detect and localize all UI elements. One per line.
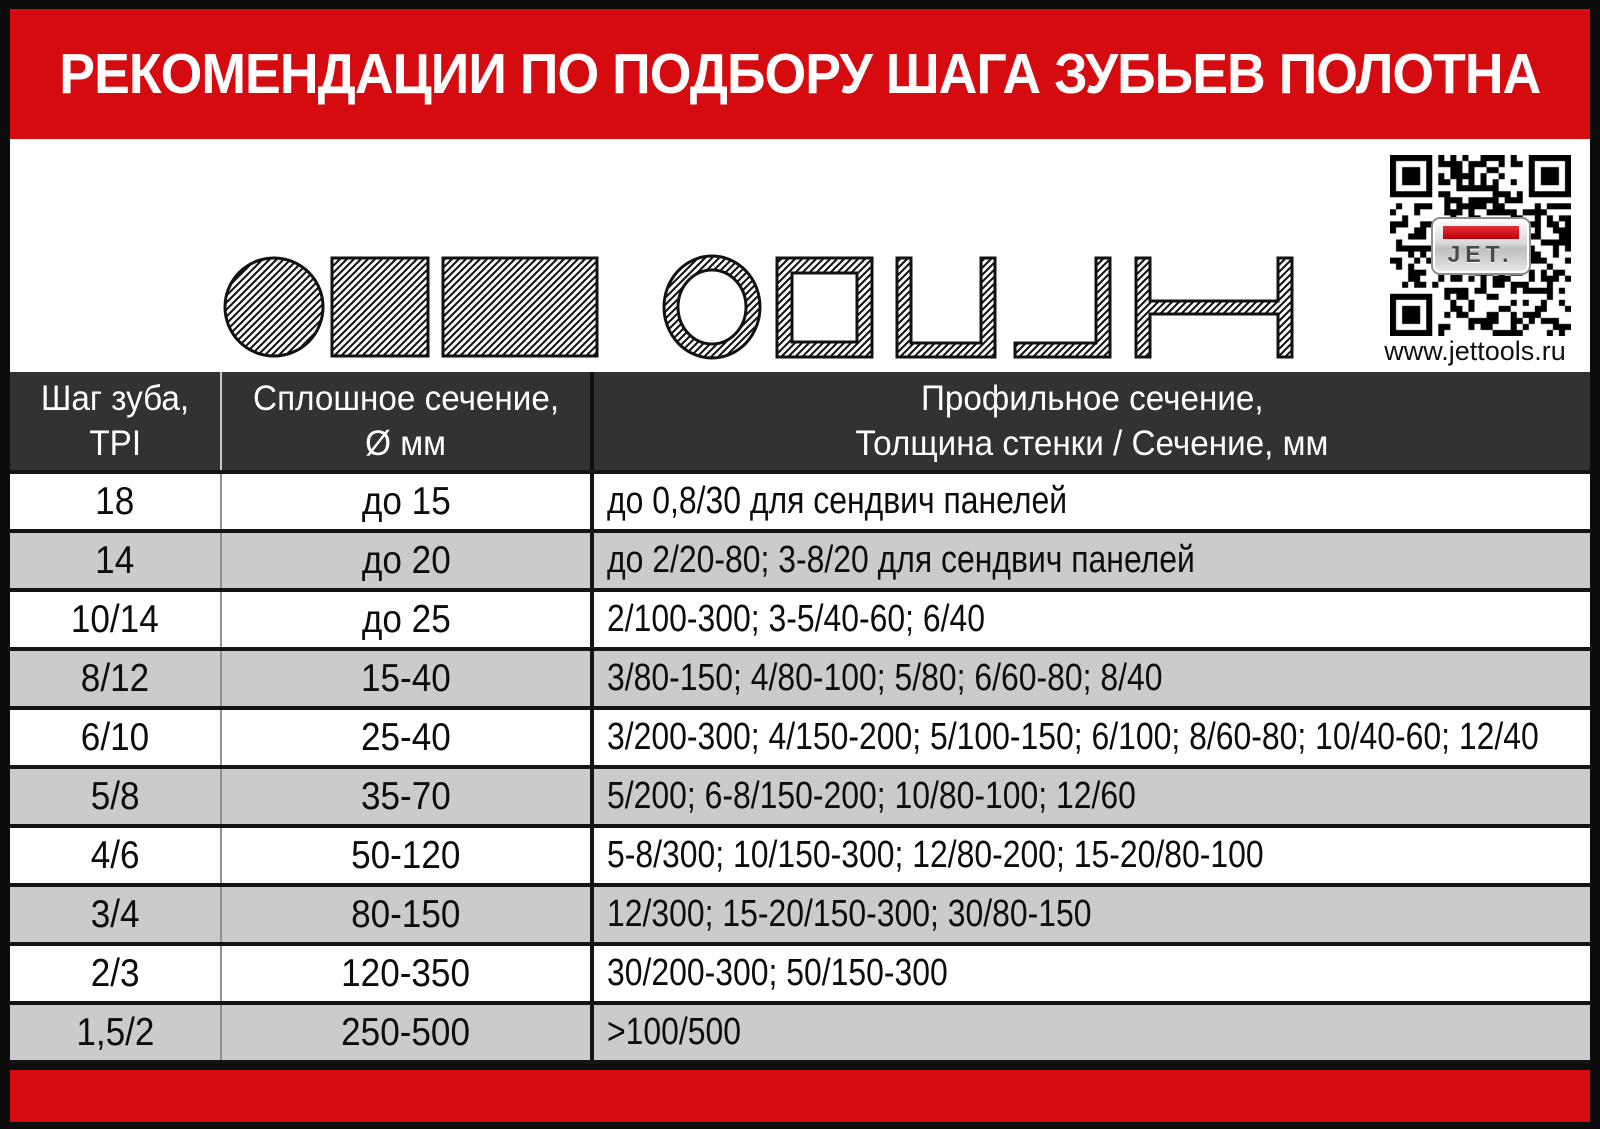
cell-tpi: 18	[10, 474, 222, 529]
table-row: 10/14 до 25 2/100-300; 3-5/40-60; 6/40	[10, 588, 1590, 647]
cell-tpi: 6/10	[10, 710, 222, 765]
table-row: 8/12 15-40 3/80-150; 4/80-100; 5/80; 6/6…	[10, 647, 1590, 706]
solid-circle-shape	[223, 256, 325, 358]
table-row: 1,5/2 250-500 >100/500	[10, 1001, 1590, 1060]
cell-profile-section: 5/200; 6-8/150-200; 10/80-100; 12/60	[607, 775, 1136, 817]
section-shapes-illustration	[223, 254, 1294, 360]
cell-solid-section: 120-350	[222, 946, 594, 1001]
table-row: 14 до 20 до 2/20-80; 3-8/20 для сендвич …	[10, 529, 1590, 588]
square-tube-shape	[775, 256, 874, 359]
cell-profile-section: 3/200-300; 4/150-200; 5/100-150; 6/100; …	[607, 716, 1539, 758]
cell-profile-section: 5-8/300; 10/150-300; 12/80-200; 15-20/80…	[607, 834, 1264, 876]
table-row: 5/8 35-70 5/200; 6-8/150-200; 10/80-100;…	[10, 765, 1590, 824]
jet-logo-red-bar	[1442, 225, 1519, 239]
angle-shape	[1013, 256, 1112, 359]
table-row: 3/4 80-150 12/300; 15-20/150-300; 30/80-…	[10, 883, 1590, 942]
cell-tpi: 1,5/2	[10, 1005, 222, 1060]
header-col-solid-section: Сплошное сечение, Ø мм	[222, 372, 594, 470]
cell-tpi: 10/14	[10, 592, 222, 647]
i-beam-shape	[1134, 256, 1294, 359]
cell-solid-section: 80-150	[222, 887, 594, 942]
cell-profile-section: 30/200-300; 50/150-300	[607, 952, 948, 994]
cell-profile-section: 3/80-150; 4/80-100; 5/80; 6/60-80; 8/40	[607, 657, 1163, 699]
cell-profile-section: 12/300; 15-20/150-300; 30/80-150	[607, 893, 1092, 935]
table-header-row: Шаг зуба, TPI Сплошное сечение, Ø мм Про…	[10, 372, 1590, 470]
solid-rectangle-shape	[441, 256, 599, 358]
table-row: 2/3 120-350 30/200-300; 50/150-300	[10, 942, 1590, 1001]
header-col-tpi: Шаг зуба, TPI	[10, 372, 222, 470]
cell-tpi: 3/4	[10, 887, 222, 942]
cell-profile-section: до 0,8/30 для сендвич панелей	[607, 480, 1068, 522]
illustration-band: JET. www.jettools.ru	[10, 139, 1590, 372]
title-band: РЕКОМЕНДАЦИИ ПО ПОДБОРУ ШАГА ЗУБЬЕВ ПОЛО…	[10, 9, 1590, 139]
cell-profile-section: до 2/20-80; 3-8/20 для сендвич панелей	[607, 539, 1195, 581]
tpi-table: Шаг зуба, TPI Сплошное сечение, Ø мм Про…	[10, 372, 1590, 1064]
pipe-shape	[662, 254, 762, 360]
cell-tpi: 8/12	[10, 651, 222, 706]
cell-solid-section: до 15	[222, 474, 594, 529]
page-title: РЕКОМЕНДАЦИИ ПО ПОДБОРУ ШАГА ЗУБЬЕВ ПОЛО…	[59, 42, 1541, 106]
website-url: www.jettools.ru	[1384, 336, 1566, 366]
cell-solid-section: 50-120	[222, 828, 594, 883]
cell-solid-section: 35-70	[222, 769, 594, 824]
cell-profile-section: >100/500	[607, 1011, 742, 1053]
table-row: 18 до 15 до 0,8/30 для сендвич панелей	[10, 470, 1590, 529]
cell-solid-section: 250-500	[222, 1005, 594, 1060]
cell-tpi: 2/3	[10, 946, 222, 1001]
cell-profile-section: 2/100-300; 3-5/40-60; 6/40	[607, 598, 986, 640]
jet-logo: JET.	[1430, 216, 1531, 275]
cell-solid-section: 15-40	[222, 651, 594, 706]
u-channel-shape	[895, 256, 997, 359]
cell-solid-section: до 20	[222, 533, 594, 588]
cell-tpi: 4/6	[10, 828, 222, 883]
header-col-profile-section: Профильное сечение, Толщина стенки / Сеч…	[855, 379, 1329, 463]
table-body: 18 до 15 до 0,8/30 для сендвич панелей 1…	[10, 470, 1590, 1064]
qr-code: JET.	[1390, 155, 1571, 336]
cell-tpi: 5/8	[10, 769, 222, 824]
table-row: 4/6 50-120 5-8/300; 10/150-300; 12/80-20…	[10, 824, 1590, 883]
solid-square-shape	[330, 256, 430, 358]
cell-tpi: 14	[10, 533, 222, 588]
footer-red-bar	[10, 1070, 1590, 1122]
table-row: 6/10 25-40 3/200-300; 4/150-200; 5/100-1…	[10, 706, 1590, 765]
cell-solid-section: до 25	[222, 592, 594, 647]
jet-logo-text: JET.	[1447, 240, 1514, 267]
cell-solid-section: 25-40	[222, 710, 594, 765]
